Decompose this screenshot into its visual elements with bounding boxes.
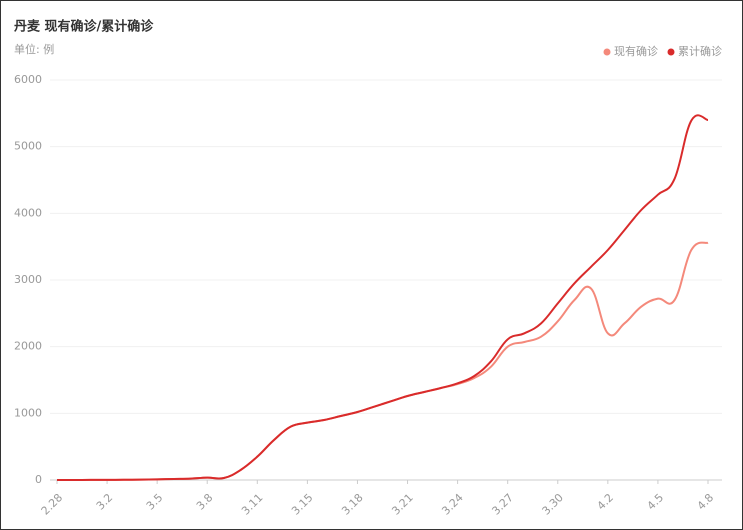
legend-marker: [667, 48, 675, 56]
y-tick-label: 4000: [14, 206, 42, 219]
y-tick-label: 1000: [14, 406, 42, 419]
legend-marker: [603, 48, 611, 56]
chart-title: 丹麦 现有确诊/累计确诊: [14, 19, 154, 35]
series-line: [56, 114, 709, 482]
y-tick-label: 5000: [14, 140, 42, 153]
y-tick-label: 3000: [14, 273, 42, 286]
y-tick-label: 0: [35, 473, 42, 486]
legend-label: 现有确诊: [614, 44, 658, 58]
subtitle: 单位: 例: [14, 42, 54, 56]
legend-label: 累计确诊: [678, 44, 722, 58]
y-tick-label: 2000: [14, 340, 42, 353]
y-tick-label: 6000: [14, 73, 42, 86]
